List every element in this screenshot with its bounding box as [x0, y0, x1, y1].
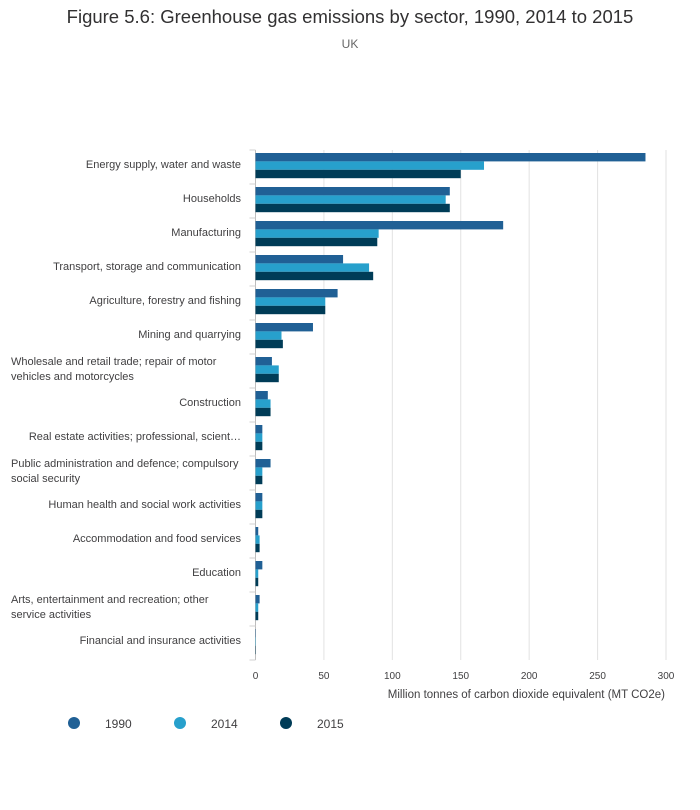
bar-2014	[255, 365, 279, 374]
bar-2014	[255, 263, 370, 272]
bar-1990	[255, 289, 338, 298]
bar-2015	[255, 509, 263, 519]
bar-1990	[255, 561, 263, 570]
chart-subtitle: UK	[341, 37, 359, 51]
bar-1990	[255, 153, 646, 162]
category-label: Arts, entertainment and recreation; othe…	[11, 593, 209, 621]
x-tick-label: 300	[658, 671, 675, 682]
legend-marker	[68, 717, 80, 729]
bar-2015	[255, 305, 326, 315]
bar-2014	[255, 195, 446, 204]
bar-1990	[255, 391, 268, 400]
bar-1990	[255, 527, 259, 536]
bar-2014	[255, 569, 259, 578]
bar-1990	[255, 323, 313, 332]
bar-2015	[255, 475, 263, 485]
x-tick-label: 200	[521, 671, 538, 682]
x-tick-label: 150	[452, 671, 469, 682]
bar-2014	[255, 603, 259, 612]
category-label: Households	[182, 193, 241, 206]
category-label: Transport, storage and communication	[53, 261, 241, 274]
bar-2014	[255, 297, 326, 306]
bar-2015	[255, 271, 374, 281]
bar-1990	[255, 459, 271, 468]
bar-2014	[255, 433, 263, 442]
legend-marker	[174, 717, 186, 729]
bar-2015	[255, 611, 259, 621]
x-tick-label: 250	[589, 671, 606, 682]
bar-2014	[255, 161, 485, 170]
category-label: Public administration and defence; compu…	[11, 457, 239, 485]
category-label: Human health and social work activities	[48, 499, 241, 512]
category-label: Financial and insurance activities	[79, 635, 241, 648]
category-label: Energy supply, water and waste	[85, 159, 241, 172]
bar-1990	[255, 221, 504, 230]
bar-1990	[255, 187, 450, 196]
bar-2015	[255, 339, 283, 349]
bar-2015	[255, 237, 378, 247]
legend-label: 2015	[317, 717, 344, 731]
bar-2015	[255, 441, 263, 451]
bar-2014	[255, 501, 263, 510]
category-label: Agriculture, forestry and fishing	[89, 295, 241, 308]
bar-2014	[255, 535, 260, 544]
bar-1990	[255, 357, 272, 366]
x-tick-label: 0	[253, 671, 259, 682]
legend-label: 2014	[211, 717, 238, 731]
bar-2015	[255, 169, 461, 179]
bar-2014	[255, 399, 271, 408]
category-label: Education	[192, 567, 241, 580]
category-label: Wholesale and retail trade; repair of mo…	[11, 355, 217, 383]
bar-2015	[255, 203, 450, 213]
legend-label: 1990	[105, 717, 132, 731]
bar-2015	[255, 373, 279, 383]
bar-1990	[255, 595, 260, 604]
bar-2014	[255, 229, 379, 238]
bar-1990	[255, 255, 344, 264]
x-tick-label: 50	[318, 671, 330, 682]
bar-2015	[255, 577, 259, 587]
bar-2014	[255, 331, 282, 340]
category-label: Manufacturing	[171, 227, 241, 240]
category-label: Accommodation and food services	[72, 533, 241, 546]
x-axis-title: Million tonnes of carbon dioxide equival…	[387, 689, 665, 701]
category-label: Real estate activities; professional, sc…	[28, 431, 241, 444]
category-label: Construction	[179, 397, 241, 410]
category-label: Mining and quarrying	[138, 329, 241, 342]
legend-marker	[280, 717, 292, 729]
bar-2015	[255, 407, 271, 417]
bar-1990	[255, 493, 263, 502]
bar-1990	[255, 425, 263, 434]
bar-2015	[255, 543, 260, 553]
x-tick-label: 100	[384, 671, 401, 682]
bar-2014	[255, 467, 263, 476]
chart-title: Figure 5.6: Greenhouse gas emissions by …	[66, 6, 634, 27]
